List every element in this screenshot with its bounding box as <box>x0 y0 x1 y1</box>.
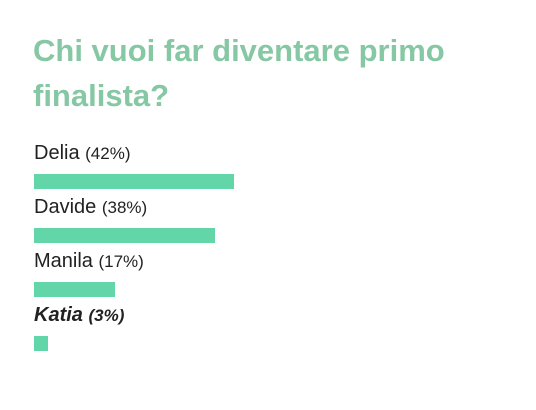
option-label: Katia (3%) <box>34 304 124 327</box>
option-percent: (3%) <box>88 306 125 325</box>
bar <box>34 336 49 351</box>
option-label: Davide (38%) <box>34 196 147 219</box>
option-name: Manila <box>34 250 93 272</box>
option-name: Delia <box>34 142 80 164</box>
bar <box>34 174 234 189</box>
option-name: Katia <box>34 304 83 326</box>
option-percent: (17%) <box>98 252 144 271</box>
option-percent: (38%) <box>101 198 148 217</box>
poll-title: Chi vuoi far diventare primo finalista? <box>33 33 445 113</box>
option-label: Manila (17%) <box>34 250 144 273</box>
option-label: Delia (42%) <box>34 142 131 165</box>
option-percent: (42%) <box>85 144 131 163</box>
bar <box>34 228 215 243</box>
bar <box>34 282 115 297</box>
option-name: Davide <box>34 196 97 218</box>
